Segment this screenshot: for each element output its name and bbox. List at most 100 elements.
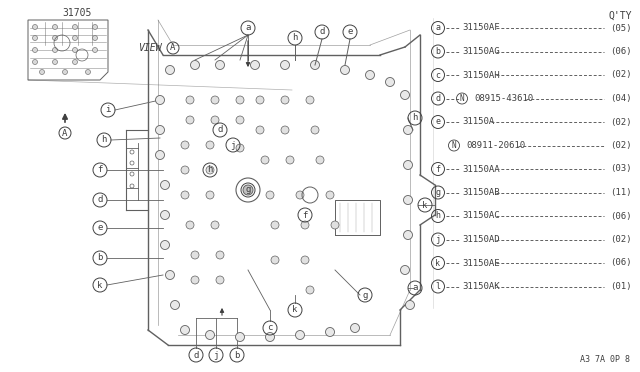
Circle shape xyxy=(52,60,58,64)
Circle shape xyxy=(365,71,374,80)
Text: N: N xyxy=(460,94,464,103)
Circle shape xyxy=(52,25,58,29)
Circle shape xyxy=(166,65,175,74)
Text: e: e xyxy=(97,224,102,232)
Text: h: h xyxy=(101,135,107,144)
Circle shape xyxy=(211,96,219,104)
Circle shape xyxy=(156,96,164,105)
Circle shape xyxy=(281,96,289,104)
Circle shape xyxy=(33,48,38,52)
Circle shape xyxy=(180,326,189,334)
Circle shape xyxy=(186,221,194,229)
Text: h: h xyxy=(292,33,298,42)
Circle shape xyxy=(205,330,214,340)
Circle shape xyxy=(52,35,58,41)
Circle shape xyxy=(403,160,413,170)
Circle shape xyxy=(166,270,175,279)
Text: (04): (04) xyxy=(611,94,632,103)
Text: j: j xyxy=(213,350,219,359)
Text: c: c xyxy=(268,324,273,333)
Circle shape xyxy=(156,125,164,135)
Text: g: g xyxy=(362,291,368,299)
Circle shape xyxy=(161,180,170,189)
Circle shape xyxy=(236,144,244,152)
Circle shape xyxy=(401,90,410,99)
Text: 31150AK: 31150AK xyxy=(462,282,500,291)
Text: c: c xyxy=(435,71,440,80)
Text: g: g xyxy=(245,186,251,195)
Circle shape xyxy=(406,301,415,310)
Circle shape xyxy=(296,330,305,340)
Circle shape xyxy=(286,156,294,164)
Circle shape xyxy=(161,241,170,250)
Circle shape xyxy=(403,125,413,135)
Text: f: f xyxy=(435,164,440,173)
Circle shape xyxy=(33,35,38,41)
Text: (02): (02) xyxy=(611,71,632,80)
Text: k: k xyxy=(422,201,428,209)
Circle shape xyxy=(93,48,97,52)
Text: (06): (06) xyxy=(611,47,632,56)
Circle shape xyxy=(186,96,194,104)
Circle shape xyxy=(301,256,309,264)
Circle shape xyxy=(72,25,77,29)
Circle shape xyxy=(256,126,264,134)
Text: 08911-20610: 08911-20610 xyxy=(466,141,525,150)
Text: 31150AB: 31150AB xyxy=(462,188,500,197)
Text: 31150AD: 31150AD xyxy=(462,235,500,244)
Circle shape xyxy=(52,48,58,52)
Text: i: i xyxy=(106,106,111,115)
Text: 31150AF: 31150AF xyxy=(462,23,500,32)
Circle shape xyxy=(316,156,324,164)
Text: d: d xyxy=(193,350,198,359)
Text: A: A xyxy=(62,128,68,138)
Text: (03): (03) xyxy=(611,164,632,173)
Circle shape xyxy=(156,151,164,160)
Text: g: g xyxy=(435,188,440,197)
Circle shape xyxy=(301,221,309,229)
Circle shape xyxy=(266,191,274,199)
Circle shape xyxy=(271,256,279,264)
Circle shape xyxy=(403,231,413,240)
Circle shape xyxy=(206,191,214,199)
Text: 31150AA: 31150AA xyxy=(462,164,500,173)
Circle shape xyxy=(33,25,38,29)
Text: 08915-43610: 08915-43610 xyxy=(474,94,533,103)
Text: VIEW: VIEW xyxy=(138,43,161,53)
Text: (02): (02) xyxy=(611,118,632,126)
Text: h: h xyxy=(435,212,440,221)
Text: e: e xyxy=(435,118,440,126)
Circle shape xyxy=(93,25,97,29)
Text: j: j xyxy=(435,235,440,244)
Text: (02): (02) xyxy=(611,235,632,244)
Circle shape xyxy=(72,60,77,64)
Circle shape xyxy=(216,61,225,70)
Circle shape xyxy=(86,70,90,74)
Text: b: b xyxy=(97,253,102,263)
Circle shape xyxy=(306,286,314,294)
Circle shape xyxy=(206,166,214,174)
Circle shape xyxy=(250,61,259,70)
Text: k: k xyxy=(97,280,102,289)
Text: A: A xyxy=(170,44,176,52)
Text: 31150AC: 31150AC xyxy=(462,212,500,221)
Circle shape xyxy=(181,166,189,174)
Circle shape xyxy=(256,96,264,104)
Circle shape xyxy=(236,96,244,104)
Circle shape xyxy=(243,185,253,195)
Text: j: j xyxy=(230,141,236,150)
Circle shape xyxy=(216,251,224,259)
Circle shape xyxy=(311,126,319,134)
Circle shape xyxy=(63,70,67,74)
Text: 31150AH: 31150AH xyxy=(462,71,500,80)
Circle shape xyxy=(72,35,77,41)
Circle shape xyxy=(326,327,335,337)
Text: (02): (02) xyxy=(611,141,632,150)
Text: d: d xyxy=(319,28,324,36)
Circle shape xyxy=(186,116,194,124)
Text: (06): (06) xyxy=(611,212,632,221)
Circle shape xyxy=(280,61,289,70)
Text: A3 7A 0P 8: A3 7A 0P 8 xyxy=(580,356,630,365)
Circle shape xyxy=(72,48,77,52)
Circle shape xyxy=(236,333,244,341)
